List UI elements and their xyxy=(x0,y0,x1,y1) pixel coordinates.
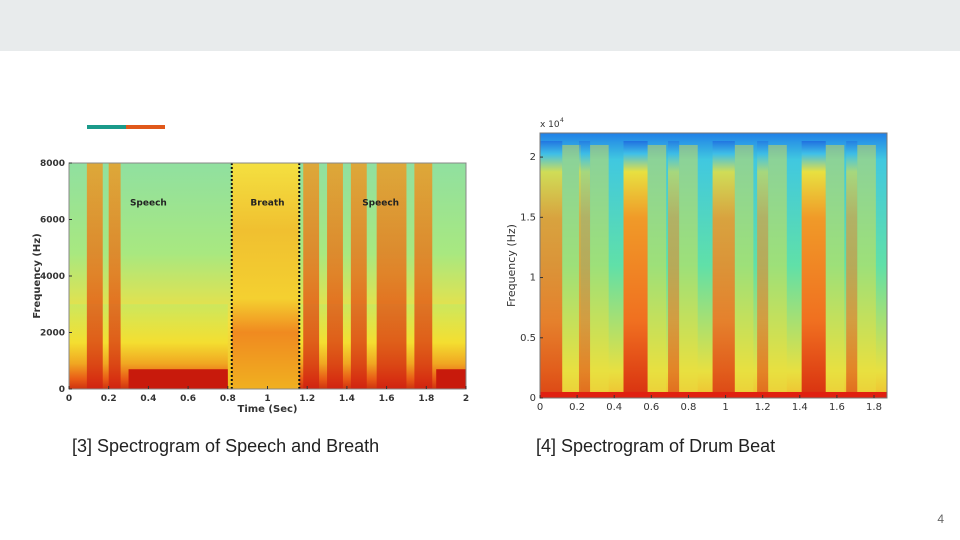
x-tick-label: 0.2 xyxy=(101,394,117,404)
y-tick-label: 1 xyxy=(530,273,536,284)
x-tick-label: 0.6 xyxy=(643,402,659,413)
x-tick-label: 1.8 xyxy=(418,394,434,404)
beat-energy xyxy=(846,141,858,398)
beat-decay xyxy=(825,145,845,398)
y-axis-label: Frequency (Hz) xyxy=(32,233,43,318)
accent-bar-orange xyxy=(126,125,165,129)
x-tick-label: 0.8 xyxy=(220,394,236,404)
beat-decay xyxy=(679,145,698,398)
beat-energy xyxy=(712,141,735,398)
segment-annotation: Speech xyxy=(362,198,399,208)
y-tick-label: 2 xyxy=(530,152,536,163)
energy-burst xyxy=(327,163,343,389)
page-number: 4 xyxy=(937,512,944,526)
x-tick-label: 0 xyxy=(537,402,543,413)
beat-decay xyxy=(647,145,667,398)
beat-decay xyxy=(562,145,581,398)
x-tick-label: 0.6 xyxy=(180,394,196,404)
x-tick-label: 0.2 xyxy=(569,402,585,413)
y-tick-label: 2000 xyxy=(40,329,65,339)
low-freq-band xyxy=(128,369,228,389)
y-axis-label: Frequency (Hz) xyxy=(505,224,518,307)
y-tick-label: 0 xyxy=(530,393,536,404)
caption-speech-breath: [3] Spectrogram of Speech and Breath xyxy=(72,436,380,456)
beat-energy xyxy=(801,141,826,398)
x-tick-label: 0.4 xyxy=(140,394,156,404)
accent-bar-teal xyxy=(87,125,126,129)
y-tick-label: 0 xyxy=(59,385,65,395)
energy-burst xyxy=(376,163,407,389)
low-freq-band xyxy=(436,369,466,389)
plot-frame xyxy=(539,132,888,399)
beat-energy xyxy=(757,141,769,398)
beat-decay xyxy=(768,145,787,398)
beat-decay xyxy=(857,145,876,398)
x-axis-label: Time (Sec) xyxy=(238,404,298,415)
x-tick-label: 1.4 xyxy=(339,394,355,404)
beat-energy xyxy=(623,141,648,398)
x-tick-label: 1.2 xyxy=(299,394,315,404)
x-tick-label: 0.4 xyxy=(606,402,622,413)
y-tick-label: 6000 xyxy=(40,216,65,226)
beat-decay xyxy=(734,145,754,398)
slide-header-bar xyxy=(0,0,960,51)
caption-drum-beat: [4] Spectrogram of Drum Beat xyxy=(536,436,776,456)
x-tick-label: 1.6 xyxy=(379,394,395,404)
x-tick-label: 1.2 xyxy=(755,402,771,413)
y-multiplier-exponent: 4 xyxy=(560,117,564,124)
y-tick-label: 1.5 xyxy=(520,212,536,223)
x-tick-label: 1.4 xyxy=(792,402,808,413)
beat-energy xyxy=(540,141,563,398)
x-tick-label: 1.8 xyxy=(866,402,882,413)
beat-decay xyxy=(590,145,609,398)
x-tick-label: 1 xyxy=(722,402,728,413)
energy-burst xyxy=(108,163,121,389)
segment-annotation: Speech xyxy=(130,198,167,208)
y-multiplier: x 10 xyxy=(540,120,560,130)
segment-annotation: Breath xyxy=(250,198,284,208)
energy-burst xyxy=(86,163,103,389)
energy-burst xyxy=(303,163,320,389)
x-tick-label: 2 xyxy=(463,394,469,404)
y-tick-label: 4000 xyxy=(40,272,65,282)
energy-burst xyxy=(350,163,367,389)
breath-energy xyxy=(231,163,300,389)
y-tick-label: 0.5 xyxy=(520,333,536,344)
beat-energy xyxy=(578,141,591,398)
energy-burst xyxy=(414,163,433,389)
x-tick-label: 0.8 xyxy=(680,402,696,413)
beat-energy xyxy=(668,141,680,398)
x-tick-label: 0 xyxy=(66,394,72,404)
x-tick-label: 1.6 xyxy=(829,402,845,413)
x-tick-label: 1 xyxy=(264,394,270,404)
y-tick-label: 8000 xyxy=(40,159,65,169)
low-freq-band xyxy=(540,391,887,398)
